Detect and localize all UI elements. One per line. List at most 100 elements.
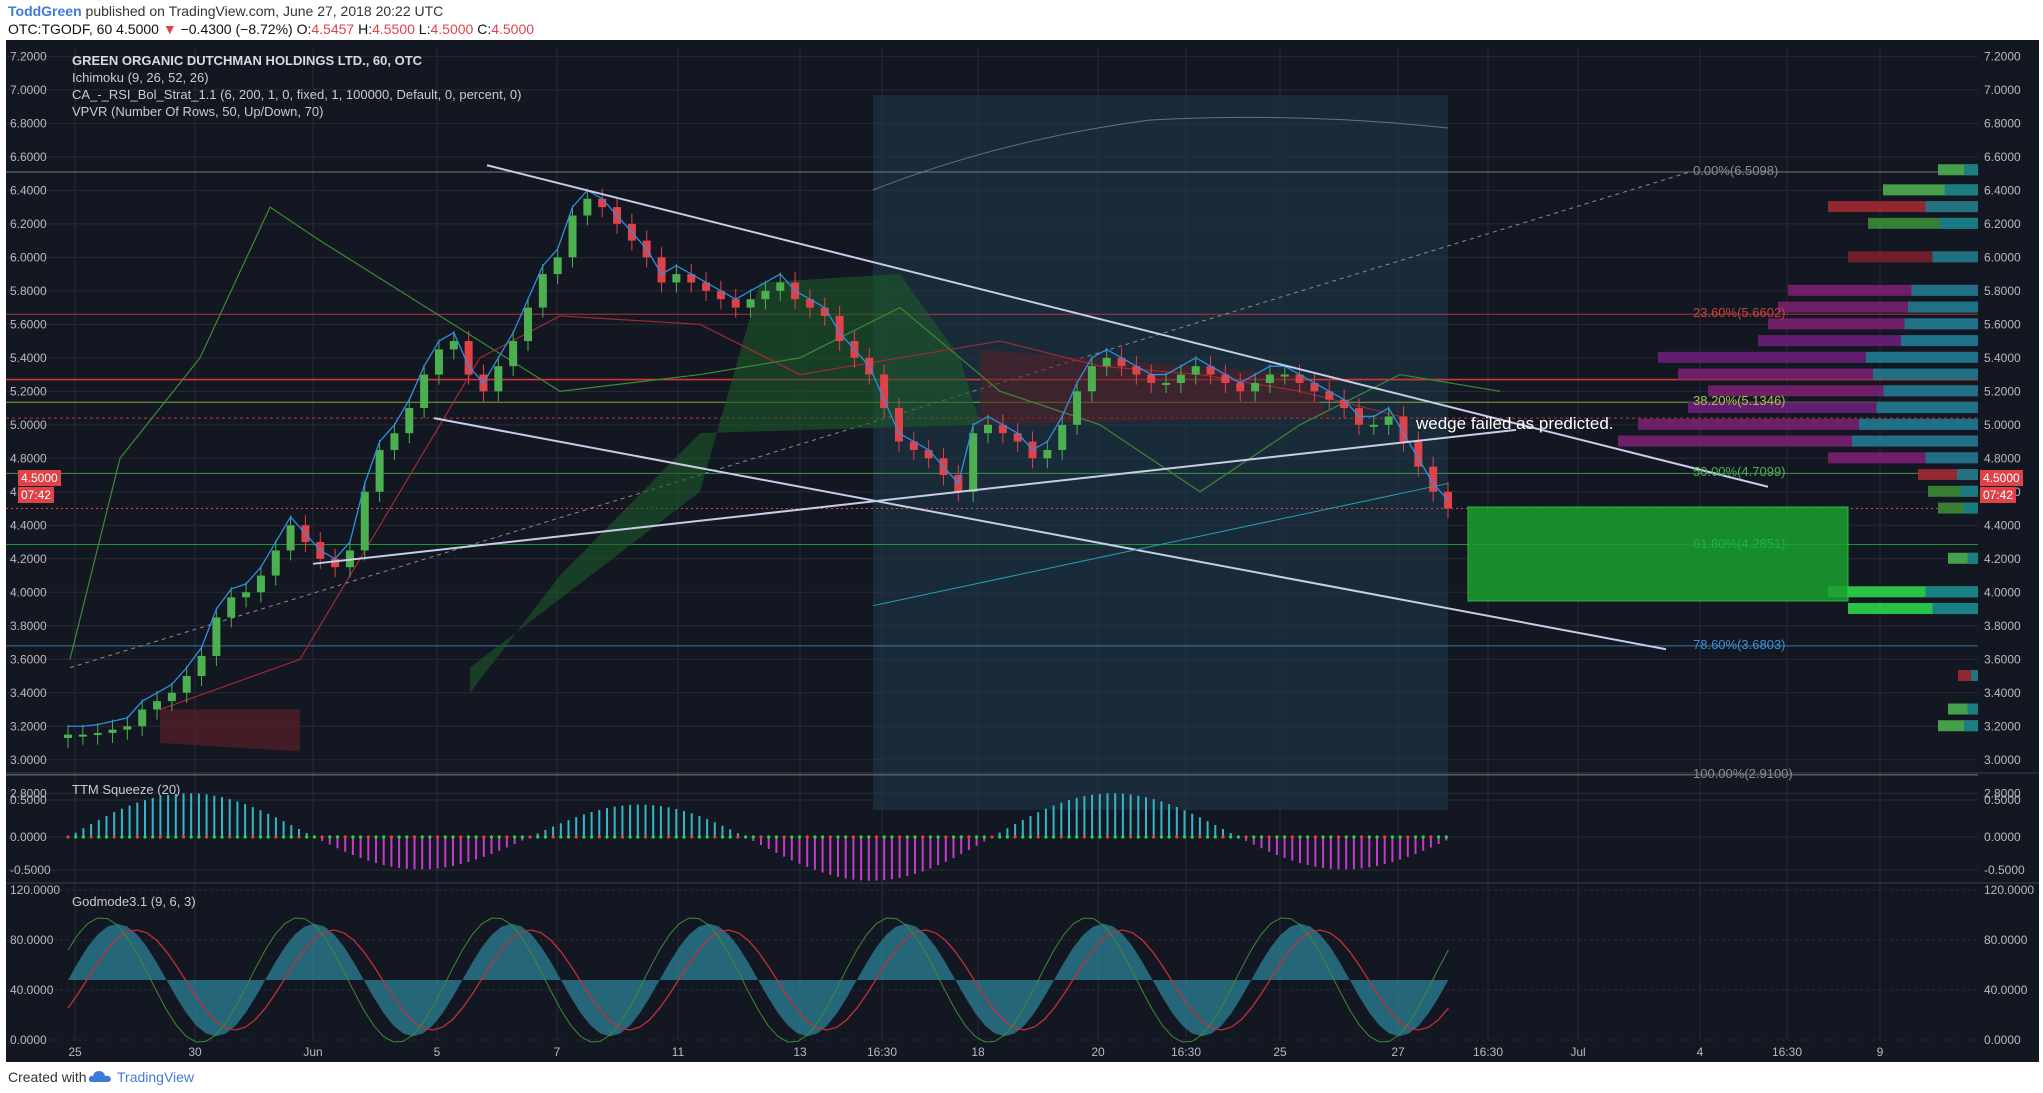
ohlc-line: OTC:TGODF, 60 4.5000 ▼ −0.4300 (−8.72%) … [8,21,534,37]
ttm-dot [620,835,625,839]
y-tick-label-left: 3.0000 [10,753,47,767]
y-tick-label: 3.8000 [1984,619,2021,633]
x-tick-label: 7 [554,1045,561,1059]
highlight-range [873,95,1448,810]
candle-body [1384,416,1393,425]
ttm-dot [305,835,309,839]
ttm-dot [1198,835,1202,839]
y-tick-label-left: 3.6000 [10,652,47,666]
candle-body [360,491,369,551]
ttm-dot [867,835,871,839]
ttm-dot [528,835,532,839]
godmode-tick: 0.0000 [1984,1033,2021,1047]
ttm-dot [790,835,794,839]
low-label: L: [418,21,431,37]
created-with-text: Created with [8,1069,87,1085]
y-tick-label-left: 5.4000 [10,351,47,365]
ttm-dot [936,835,940,839]
y-tick-label-left: 3.8000 [10,619,47,633]
candle-body [716,290,725,300]
ttm-dot [967,835,971,839]
fib-label: 61.80%(4.2851) [1693,535,1786,551]
candle-body [1280,374,1289,377]
y-tick-label: 3.4000 [1984,686,2021,700]
ttm-dot [412,835,417,839]
ttm-dot [782,835,786,839]
ttm-title: TTM Squeeze (20) [72,782,181,797]
candle-body [1073,391,1082,425]
author-link[interactable]: ToddGreen [8,3,82,19]
volume-bar-up [1873,368,1978,380]
price-chart[interactable]: 7.2000 7.0000 6.8000 6.6000 6.4000 6.2000 6.00… [0,40,2043,1062]
y-axis: 7.2000 7.0000 6.8000 6.6000 6.4000 6.2000 6.00… [1984,49,2021,800]
footer: Created with TradingView [0,1062,2043,1093]
ttm-dot [1052,835,1056,839]
ttm-dot [235,835,239,839]
ttm-dot [89,835,93,839]
x-tick-label: 18 [971,1045,985,1059]
ttm-dot [420,835,424,839]
ttm-dot [513,835,517,839]
candle-body [553,257,562,275]
candles [64,188,1452,749]
ttm-dot [320,835,324,839]
y-tick-label-left: 5.0000 [10,418,47,432]
y-tick-label-left: 3.2000 [10,719,47,733]
candle-body [1295,374,1304,383]
candle-body [405,408,414,434]
ttm-dot [128,835,132,839]
candle-body [93,732,102,735]
ttm-dot [1390,835,1394,839]
candle-body [1265,374,1274,383]
ttm-dot [859,835,863,839]
close-value: 4.5000 [491,21,535,37]
ttm-dot [1336,835,1341,839]
ttm-dot [905,835,909,839]
x-tick-label: 4 [1697,1045,1704,1059]
ttm-dot [551,835,555,839]
x-tick-label: Jul [1570,1045,1585,1059]
ttm-dot [828,835,832,839]
ttm-dot [343,835,347,839]
ttm-dot [1283,835,1287,839]
candle-body [1399,416,1408,442]
candle-body [1191,366,1200,375]
volume-bar-up [1866,351,1978,363]
y-tick-label: 4.8000 [1984,451,2021,465]
y-tick-label: 5.6000 [1984,317,2021,331]
legend-ichimoku: Ichimoku (9, 26, 52, 26) [72,70,209,85]
candle-body [1429,466,1438,492]
ttm-dot [928,835,933,839]
candle-body [583,198,592,216]
volume-bar-up [1911,284,1978,296]
ttm-dot [497,835,501,839]
volume-bar-up [1901,335,1978,347]
ttm-dot [1090,835,1094,839]
ttm-dot [613,835,617,839]
header: ToddGreen published on TradingView.com, … [0,0,2043,44]
candle-body [1221,374,1230,383]
candle-body [434,349,443,375]
ttm-dot [874,835,879,839]
ttm-dot [1329,835,1333,839]
y-tick-label: 3.0000 [1984,753,2021,767]
ttm-dot [135,835,139,839]
ttm-dot [720,835,725,839]
ttm-dot [813,835,817,839]
countdown-tag-right: 07:42 [1980,487,2017,503]
publish-line: ToddGreen published on TradingView.com, … [8,3,443,19]
y-tick-label: 5.4000 [1984,351,2021,365]
lower-trendline [433,417,1667,651]
ttm-dot [451,835,455,839]
godmode-tick-left: 40.0000 [10,983,54,997]
x-tick-label: 16:30 [1772,1045,1802,1059]
ttm-dot [428,835,432,839]
ttm-tick-left: 0.0000 [10,830,47,844]
x-tick-label: 5 [434,1045,441,1059]
tradingview-link[interactable]: TradingView [117,1069,195,1085]
candle-body [702,282,711,291]
volume-bar [1788,284,1978,296]
candle-body [331,558,340,568]
ttm-dot [1275,835,1279,839]
candle-body [1147,374,1156,383]
